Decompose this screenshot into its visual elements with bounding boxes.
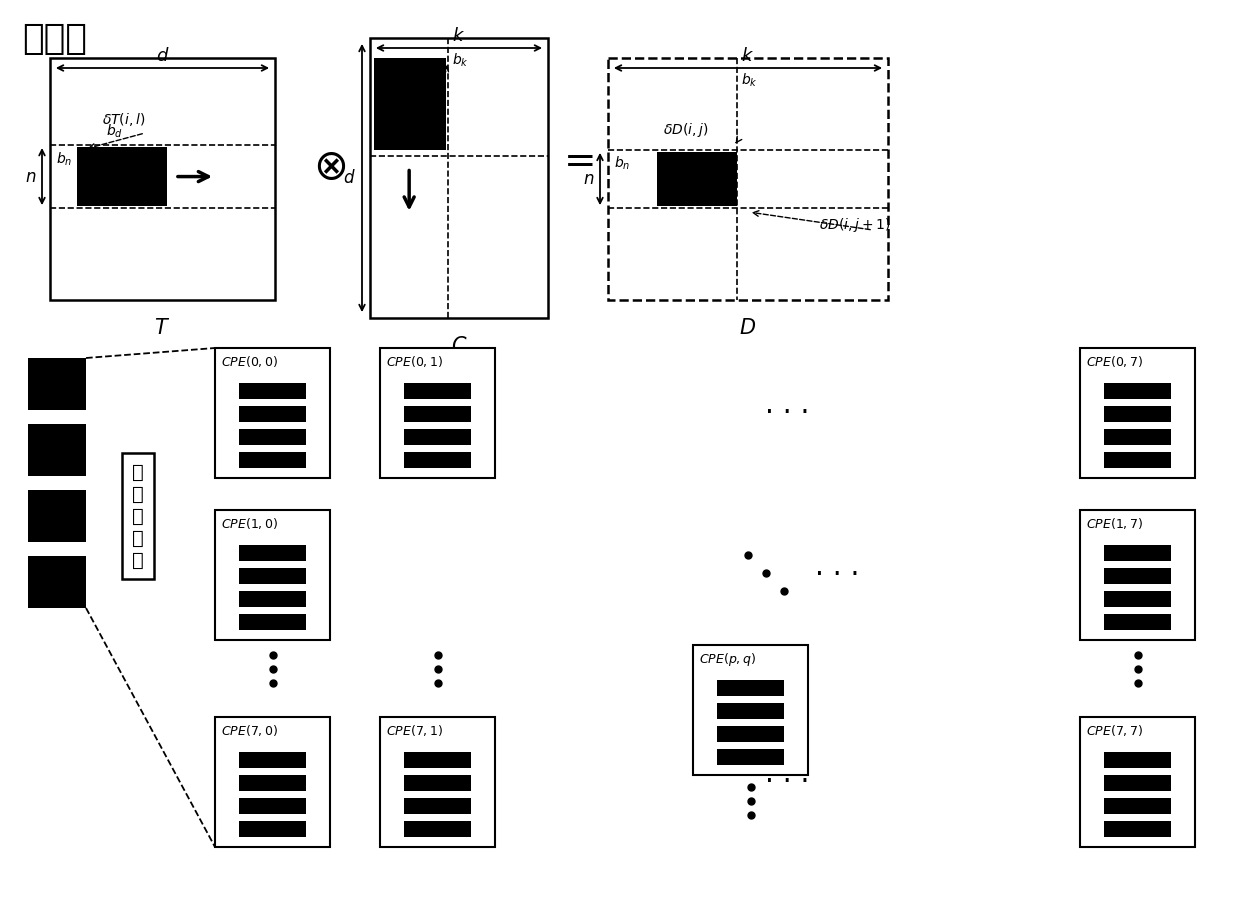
Bar xyxy=(370,38,449,155)
Bar xyxy=(608,58,737,150)
Bar xyxy=(737,58,888,150)
Bar xyxy=(449,38,548,318)
Text: $n$: $n$ xyxy=(583,170,594,188)
Bar xyxy=(404,775,471,791)
Text: $\otimes$: $\otimes$ xyxy=(314,146,346,188)
Text: $n$: $n$ xyxy=(25,168,36,185)
Bar xyxy=(1104,568,1171,584)
Text: $CPE(0,1)$: $CPE(0,1)$ xyxy=(386,354,443,369)
Text: $\delta T(i,l)$: $\delta T(i,l)$ xyxy=(102,112,145,129)
Text: 进
一
步
分
块: 进 一 步 分 块 xyxy=(133,462,144,569)
Bar xyxy=(374,57,446,150)
Bar xyxy=(239,382,306,399)
Bar xyxy=(717,679,784,696)
Text: $\delta D(i,j)$: $\delta D(i,j)$ xyxy=(663,121,708,139)
Bar xyxy=(404,451,471,468)
Text: $b_n$: $b_n$ xyxy=(56,150,72,167)
Bar xyxy=(404,429,471,445)
Bar xyxy=(1080,348,1195,478)
Bar xyxy=(239,545,306,560)
Bar xyxy=(239,406,306,421)
Bar xyxy=(239,451,306,468)
Text: $b_n$: $b_n$ xyxy=(614,155,630,173)
Bar xyxy=(1104,590,1171,607)
Text: $CPE(7,1)$: $CPE(7,1)$ xyxy=(386,723,443,738)
Bar xyxy=(693,645,808,775)
Bar xyxy=(1104,545,1171,560)
Text: $=$: $=$ xyxy=(556,141,594,179)
Bar xyxy=(29,556,86,608)
Bar xyxy=(404,382,471,399)
Text: $k$: $k$ xyxy=(742,47,754,65)
Bar xyxy=(239,429,306,445)
Text: $D$: $D$ xyxy=(739,318,756,338)
Bar xyxy=(717,748,784,765)
Bar xyxy=(239,590,306,607)
Text: $CPE(7,0)$: $CPE(7,0)$ xyxy=(221,723,278,738)
Text: $b_k$: $b_k$ xyxy=(453,52,469,69)
Text: $k$: $k$ xyxy=(453,27,465,45)
Text: $\delta C(l,j)$: $\delta C(l,j)$ xyxy=(374,77,419,95)
Bar xyxy=(215,510,330,640)
Bar xyxy=(370,38,548,318)
Bar xyxy=(1080,510,1195,640)
Bar xyxy=(239,614,306,629)
Text: · · ·: · · · xyxy=(816,561,859,589)
Text: $CPE(0,0)$: $CPE(0,0)$ xyxy=(221,354,278,369)
Bar xyxy=(215,348,330,478)
Bar xyxy=(1104,775,1171,791)
Bar xyxy=(29,490,86,542)
Text: $b_k$: $b_k$ xyxy=(740,72,758,89)
Bar xyxy=(1104,382,1171,399)
Bar xyxy=(29,358,86,410)
Bar xyxy=(404,797,471,814)
Bar xyxy=(404,821,471,836)
Bar xyxy=(657,152,737,206)
Bar xyxy=(370,155,449,318)
Bar xyxy=(239,775,306,791)
Bar xyxy=(1104,614,1171,629)
Text: $CPE(1,7)$: $CPE(1,7)$ xyxy=(1086,516,1143,531)
Text: · · ·: · · · xyxy=(765,399,810,427)
Bar xyxy=(379,717,495,847)
Text: $T$: $T$ xyxy=(155,318,171,338)
Bar xyxy=(737,150,888,208)
Bar xyxy=(1104,821,1171,836)
Bar xyxy=(1104,752,1171,767)
Bar xyxy=(239,821,306,836)
Bar xyxy=(1104,429,1171,445)
Bar xyxy=(215,717,330,847)
Bar xyxy=(1104,451,1171,468)
Bar xyxy=(404,406,471,421)
Bar xyxy=(239,568,306,584)
Bar xyxy=(717,725,784,742)
Bar xyxy=(1104,406,1171,421)
Text: $CPE(0,7)$: $CPE(0,7)$ xyxy=(1086,354,1143,369)
Bar xyxy=(379,348,495,478)
Bar xyxy=(404,752,471,767)
Text: 分块：: 分块： xyxy=(22,22,87,56)
Text: $d$: $d$ xyxy=(343,169,356,187)
Text: · · ·: · · · xyxy=(765,768,810,796)
Text: $b_d$: $b_d$ xyxy=(105,123,123,140)
Bar xyxy=(1104,797,1171,814)
Bar xyxy=(1080,717,1195,847)
Bar xyxy=(77,147,167,206)
Text: $d$: $d$ xyxy=(156,47,169,65)
Text: $C$: $C$ xyxy=(451,336,467,356)
Bar xyxy=(608,58,888,300)
Text: $CPE(1,0)$: $CPE(1,0)$ xyxy=(221,516,278,531)
Bar xyxy=(717,703,784,718)
Bar xyxy=(29,424,86,476)
Text: $\delta D(i,j+1)$: $\delta D(i,j+1)$ xyxy=(818,216,890,234)
Bar xyxy=(239,752,306,767)
Bar xyxy=(50,58,275,300)
Text: $CPE(p,q)$: $CPE(p,q)$ xyxy=(699,651,756,668)
Text: $b_d$: $b_d$ xyxy=(378,133,396,151)
Bar xyxy=(239,797,306,814)
Text: $CPE(7,7)$: $CPE(7,7)$ xyxy=(1086,723,1143,738)
